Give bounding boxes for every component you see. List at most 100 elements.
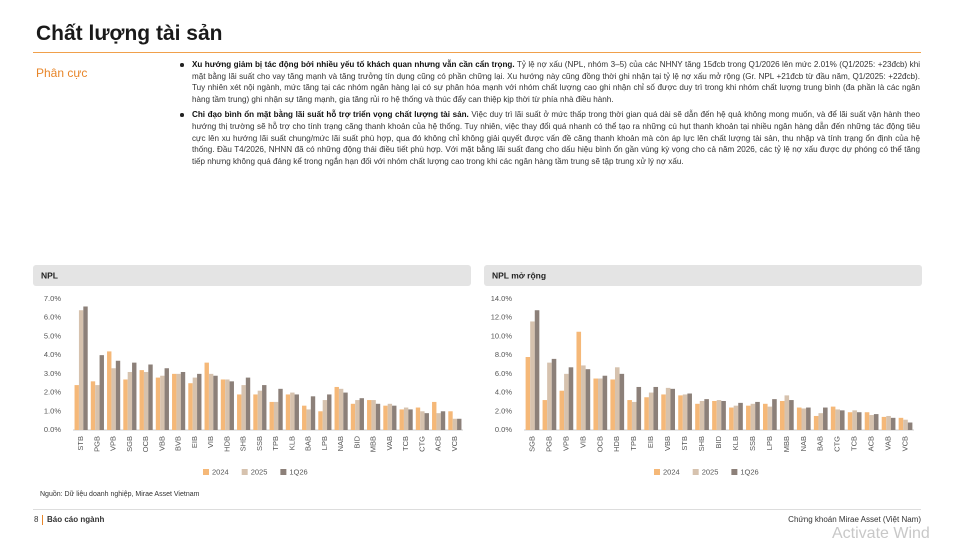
- legend-label: 1Q26: [740, 467, 758, 476]
- bar: [127, 371, 133, 430]
- bar: [440, 411, 446, 430]
- bar: [197, 373, 202, 430]
- bar: [229, 381, 234, 430]
- bar: [155, 377, 161, 430]
- bar: [415, 407, 421, 430]
- bar: [864, 412, 870, 430]
- bullet: Xu hướng giảm bị tác động bởi nhiều yếu …: [178, 59, 920, 105]
- bar: [818, 413, 824, 430]
- bar: [682, 394, 688, 430]
- bullet: Chỉ đạo bình ổn mặt bằng lãi suất hỗ trợ…: [178, 109, 920, 167]
- legend-swatch: [280, 469, 287, 475]
- bar: [139, 370, 144, 430]
- bullet-lead: Xu hướng giảm bị tác động bởi nhiều yếu …: [192, 60, 515, 69]
- bar: [408, 409, 413, 430]
- x-tick-label: HDB: [222, 436, 231, 452]
- chart-title: NPL mở rộng: [492, 270, 546, 280]
- bar: [568, 367, 574, 430]
- footer-rule: [33, 509, 921, 510]
- x-tick-label: TCB: [401, 436, 410, 451]
- y-tick-label: 7.0%: [44, 294, 61, 303]
- bar: [525, 357, 531, 430]
- bullet-lead: Chỉ đạo bình ổn mặt bằng lãi suất hỗ trợ…: [192, 110, 469, 120]
- bar: [602, 375, 608, 430]
- x-tick-label: OCB: [141, 436, 150, 452]
- bar: [721, 400, 726, 430]
- footer-divider: [42, 515, 43, 525]
- bar: [665, 387, 671, 430]
- bar: [784, 395, 790, 430]
- x-tick-label: CTG: [833, 436, 842, 452]
- bar: [318, 411, 323, 430]
- bar: [334, 386, 339, 430]
- bar: [534, 310, 540, 430]
- bar: [564, 373, 569, 430]
- y-tick-label: 2.0%: [44, 388, 61, 397]
- bar: [644, 397, 649, 430]
- bar: [208, 373, 214, 430]
- bullet-text: Tỷ lệ nợ xấu (NPL, nhóm 3–5) của các NHN…: [192, 60, 920, 104]
- x-tick-label: VCB: [450, 436, 459, 451]
- bar: [898, 417, 904, 430]
- x-tick-label: LPB: [765, 436, 774, 450]
- bar: [115, 360, 121, 430]
- x-tick-label: TCB: [850, 436, 859, 451]
- x-tick-label: EIB: [646, 436, 655, 448]
- x-tick-label: MBB: [369, 436, 378, 452]
- bar: [746, 405, 751, 430]
- chart: NPL 0.0% 1.0% 2.0% 3.0% 4.0% 5.0% 6.0% 7.0% STB PG…: [33, 265, 471, 476]
- legend-swatch: [731, 469, 738, 475]
- bar: [302, 405, 307, 430]
- bar: [704, 399, 709, 430]
- x-tick-label: VBB: [663, 436, 672, 451]
- y-tick-label: 3.0%: [44, 369, 61, 378]
- bar: [847, 412, 853, 430]
- x-tick-label: BVB: [174, 436, 183, 451]
- bar: [873, 414, 879, 430]
- legend-swatch: [654, 469, 660, 475]
- x-tick-label: ACB: [434, 436, 443, 451]
- bar: [448, 411, 453, 430]
- x-tick-label: HDB: [612, 436, 621, 452]
- bar: [371, 400, 376, 430]
- x-tick-label: SHB: [697, 436, 706, 451]
- bar: [290, 392, 295, 430]
- x-tick-label: SGB: [527, 436, 536, 452]
- bar: [856, 412, 862, 430]
- bar: [225, 379, 230, 430]
- bar: [399, 409, 404, 430]
- bar: [542, 400, 548, 430]
- x-tick-label: BID: [714, 435, 723, 448]
- bar: [180, 371, 186, 430]
- bar: [220, 379, 226, 430]
- bar: [559, 390, 565, 430]
- y-tick-label: 4.0%: [44, 350, 61, 359]
- legend-label: 1Q26: [289, 467, 307, 476]
- bar: [95, 385, 100, 430]
- bar: [294, 394, 299, 430]
- bar: [619, 373, 625, 430]
- bar: [143, 371, 149, 430]
- bar: [763, 403, 768, 430]
- bar: [74, 385, 79, 430]
- legend-swatch: [241, 469, 248, 475]
- legend-label: 2025: [251, 467, 268, 476]
- bar: [237, 394, 242, 430]
- bar: [99, 355, 104, 430]
- bar: [886, 415, 891, 430]
- bar: [343, 392, 348, 430]
- bar: [830, 406, 836, 430]
- x-tick-label: MBB: [782, 436, 791, 452]
- bar: [733, 405, 739, 430]
- bar: [890, 417, 896, 430]
- header-rule: [33, 52, 921, 53]
- bar: [907, 422, 913, 430]
- bar: [796, 407, 802, 430]
- bar: [257, 390, 263, 430]
- x-tick-label: EIB: [190, 436, 199, 448]
- bar: [581, 365, 586, 430]
- x-tick-label: STB: [76, 436, 85, 451]
- bar: [530, 321, 535, 430]
- bar: [327, 394, 332, 430]
